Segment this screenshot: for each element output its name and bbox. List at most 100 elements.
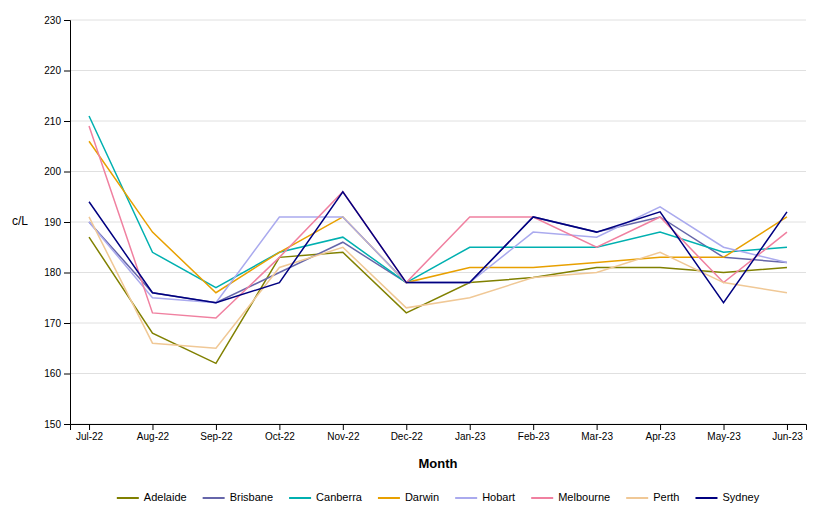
tick-label: 210 — [44, 116, 61, 127]
legend-label: Hobart — [482, 491, 515, 503]
tick-label: Jan-23 — [455, 431, 486, 442]
tick-label: Apr-23 — [646, 431, 676, 442]
tick-mark — [787, 424, 788, 430]
tick-label: Jun-23 — [772, 431, 803, 442]
tick-label: 230 — [44, 15, 61, 26]
x-axis-title: Month — [419, 456, 458, 471]
grid-line — [70, 171, 806, 172]
grid-line — [70, 222, 806, 223]
legend-label: Darwin — [405, 491, 439, 503]
grid-line — [70, 121, 806, 122]
tick-mark — [216, 424, 217, 430]
grid-line — [70, 373, 806, 374]
tick: 190 — [44, 217, 70, 228]
series-line — [89, 192, 787, 303]
tick-label: 220 — [44, 65, 61, 76]
series-line — [89, 237, 787, 363]
tick-mark — [406, 424, 407, 430]
tick-mark — [89, 424, 90, 430]
tick-mark — [470, 424, 471, 430]
tick-mark — [152, 424, 153, 430]
tick-mark — [64, 121, 70, 122]
tick: 230 — [44, 15, 70, 26]
legend-item: Sydney — [695, 491, 759, 503]
tick-label: 150 — [44, 419, 61, 430]
legend-swatch — [531, 497, 553, 499]
tick: Mar-23 — [581, 424, 613, 442]
tick: 220 — [44, 65, 70, 76]
legend-label: Brisbane — [230, 491, 273, 503]
series-line — [89, 217, 787, 303]
tick: Jun-23 — [772, 424, 803, 442]
legend-swatch — [203, 497, 225, 499]
grid-line — [70, 20, 806, 21]
tick: Feb-23 — [518, 424, 550, 442]
tick: Jan-23 — [455, 424, 486, 442]
tick: Sep-22 — [200, 424, 233, 442]
tick-label: May-23 — [707, 431, 741, 442]
tick-label: 200 — [44, 166, 61, 177]
tick-mark — [64, 20, 70, 21]
tick-label: Sep-22 — [200, 431, 233, 442]
tick: Dec-22 — [391, 424, 424, 442]
series-line — [89, 126, 787, 318]
tick: 180 — [44, 267, 70, 278]
tick-label: Aug-22 — [137, 431, 170, 442]
tick: 200 — [44, 166, 70, 177]
legend-swatch — [117, 497, 139, 499]
tick-mark — [64, 222, 70, 223]
tick-mark — [64, 71, 70, 72]
legend-item: Brisbane — [203, 491, 273, 503]
legend-item: Perth — [626, 491, 679, 503]
tick-label: Oct-22 — [265, 431, 295, 442]
tick-label: Jul-22 — [76, 431, 104, 442]
tick-mark — [64, 424, 70, 425]
tick: Aug-22 — [137, 424, 170, 442]
tick-mark — [533, 424, 534, 430]
legend: Adelaide Brisbane Canberra Darwin Hobart Melb… — [117, 491, 760, 503]
legend-label: Canberra — [316, 491, 363, 503]
legend-label: Sydney — [722, 491, 759, 503]
tick: 150 — [44, 419, 70, 430]
legend-label: Adelaide — [144, 491, 187, 503]
tick-label: Dec-22 — [391, 431, 424, 442]
chart-container: 150 160 170 180 190 200 210 220 230 Jul-22 Aug-22 S… — [0, 0, 830, 528]
tick-mark — [724, 424, 725, 430]
plot-area: 150 160 170 180 190 200 210 220 230 Jul-22 Aug-22 S… — [44, 15, 806, 442]
tick-label: 190 — [44, 217, 61, 228]
legend-item: Hobart — [455, 491, 515, 503]
grid — [70, 20, 806, 424]
chart-svg: 150 160 170 180 190 200 210 220 230 Jul-22 Aug-22 S… — [0, 0, 830, 528]
legend-item: Melbourne — [531, 491, 610, 503]
tick: 160 — [44, 368, 70, 379]
tick-mark — [64, 374, 70, 375]
axis-domain — [64, 21, 71, 425]
series-line — [89, 141, 787, 293]
tick-mark — [64, 323, 70, 324]
tick: 170 — [44, 318, 70, 329]
tick: Jul-22 — [76, 424, 104, 442]
legend-swatch — [378, 497, 400, 499]
tick-label: Mar-23 — [581, 431, 613, 442]
tick: May-23 — [707, 424, 741, 442]
tick-mark — [64, 172, 70, 173]
legend-item: Canberra — [289, 491, 363, 503]
y-axis-title: c/L — [12, 214, 28, 228]
tick-mark — [660, 424, 661, 430]
x-axis: Jul-22 Aug-22 Sep-22 Oct-22 Nov-22 Dec-22 Jan-… — [71, 424, 807, 442]
grid-line — [70, 272, 806, 273]
lines — [89, 116, 787, 363]
tick: 210 — [44, 116, 70, 127]
legend-swatch — [626, 497, 648, 499]
tick-mark — [343, 424, 344, 430]
legend-swatch — [455, 497, 477, 499]
tick: Oct-22 — [265, 424, 295, 442]
tick-mark — [279, 424, 280, 430]
legend-swatch — [289, 497, 311, 499]
tick-mark — [64, 273, 70, 274]
tick: Nov-22 — [327, 424, 360, 442]
tick-mark — [597, 424, 598, 430]
tick-label: 160 — [44, 368, 61, 379]
y-axis: 150 160 170 180 190 200 210 220 230 — [44, 15, 70, 430]
legend-item: Adelaide — [117, 491, 187, 503]
